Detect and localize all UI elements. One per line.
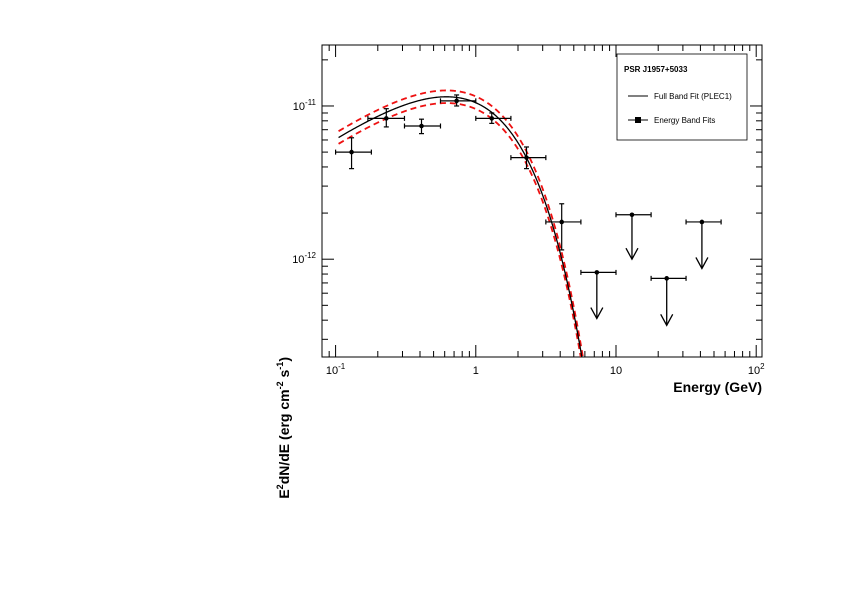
axis-ticks	[321, 45, 762, 357]
y-title-sup3: -1	[275, 362, 285, 370]
full-band-fit-curve	[338, 96, 583, 357]
point-marker	[454, 98, 459, 104]
point-marker	[524, 155, 529, 160]
y-tick-label: 10-12	[292, 251, 316, 266]
point-marker	[349, 149, 354, 155]
y-title-e: E	[276, 489, 292, 498]
band-fit-point	[403, 118, 442, 135]
y-title-mid: dN/dE (erg cm	[276, 389, 292, 484]
error-band-upper	[338, 89, 584, 357]
legend-entry-bands: Energy Band Fits	[654, 116, 715, 125]
x-axis-title: Energy (GeV)	[673, 379, 762, 395]
x-tick-exp: 2	[760, 362, 765, 371]
band-fit-point	[439, 94, 477, 107]
upper-limit	[685, 219, 722, 270]
x-tick-base: 10	[326, 365, 338, 377]
band-fit-point	[475, 112, 512, 124]
point-marker	[559, 219, 565, 225]
y-title-s: s	[276, 369, 292, 381]
ul-arrow-head	[660, 314, 674, 327]
point-marker	[489, 116, 495, 121]
plot-frame	[321, 44, 763, 358]
band-fit-point	[367, 108, 406, 128]
x-tick-label: 102	[748, 362, 765, 377]
legend-entry-fit: Full Band Fit (PLEC1)	[654, 92, 732, 101]
legend-band-marker	[635, 117, 641, 123]
x-tick-label: 1	[473, 365, 479, 377]
data-points	[334, 94, 722, 327]
x-tick-label: 10-1	[326, 362, 346, 377]
band-fit-point	[334, 137, 372, 170]
upper-limit	[650, 275, 687, 327]
legend: PSR J1957+5033 Full Band Fit (PLEC1) Ene…	[616, 53, 748, 141]
y-axis-title: E2dN/dE (erg cm-2 s-1)	[275, 357, 292, 499]
ul-arrow-head	[625, 247, 639, 261]
y-title-sup1: 2	[275, 484, 285, 489]
x-tick-exp: -1	[338, 362, 346, 371]
upper-limit	[580, 269, 617, 320]
x-tick-base: 10	[748, 365, 760, 377]
fit-curves	[338, 89, 584, 357]
band-fit-point	[510, 146, 547, 170]
point-marker	[419, 123, 424, 129]
y-tick-exp: -11	[305, 98, 317, 107]
ul-marker	[629, 212, 635, 218]
y-tick-exp: -12	[304, 251, 316, 260]
legend-title: PSR J1957+5033	[624, 65, 688, 74]
ul-marker	[594, 270, 600, 275]
error-band-lower	[338, 102, 582, 357]
point-marker	[384, 116, 389, 121]
y-tick-label: 10-11	[293, 98, 317, 113]
upper-limit	[615, 212, 652, 261]
y-title-end: )	[276, 357, 292, 362]
ul-arrow-head	[590, 307, 604, 320]
y-tick-base: 10	[292, 254, 304, 266]
y-tick-base: 10	[293, 101, 305, 113]
band-fit-point	[545, 203, 582, 251]
x-tick-base: 1	[473, 365, 479, 377]
ul-marker	[664, 276, 670, 281]
y-title-sup2: -2	[275, 381, 285, 389]
ul-arrow-head	[695, 257, 709, 270]
x-tick-base: 10	[610, 365, 622, 377]
x-tick-label: 10	[610, 365, 622, 377]
legend-box	[616, 53, 748, 141]
ul-marker	[699, 219, 705, 225]
